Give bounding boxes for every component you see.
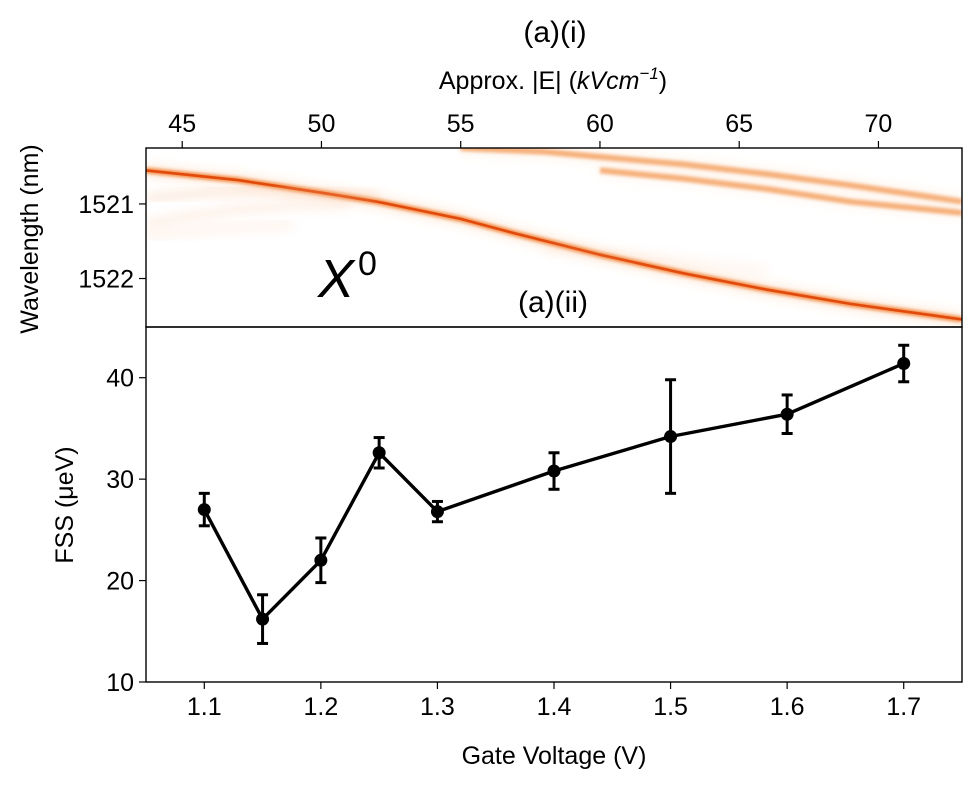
x-tick: 1.5 bbox=[653, 682, 688, 721]
heatmap-panel: (a)(i) Approx. |E| (kVcm−1) 45 50 55 60 65 70… bbox=[16, 16, 963, 334]
data-point-group bbox=[664, 378, 678, 495]
top-x-tick: 55 bbox=[447, 110, 475, 148]
data-point-group bbox=[314, 536, 328, 585]
top-x-tick: 65 bbox=[725, 110, 753, 148]
panel-label-a-ii: (a)(ii) bbox=[518, 286, 588, 319]
top-x-axis-unit: kVcm bbox=[577, 67, 640, 95]
x-tick-label: 1.6 bbox=[770, 693, 805, 721]
x-tick: 1.4 bbox=[537, 682, 572, 721]
y-tick: 30 bbox=[106, 466, 146, 494]
top-x-tick-label: 60 bbox=[586, 110, 614, 138]
x-axis-ticks: 1.1 1.2 1.3 1.4 1.5 1.6 1.7 bbox=[187, 682, 921, 721]
data-point-group bbox=[197, 491, 211, 528]
y-tick-label: 30 bbox=[106, 466, 134, 494]
data-point-group bbox=[897, 343, 911, 384]
top-x-axis-title: Approx. |E| (kVcm−1) bbox=[439, 64, 667, 95]
x-axis-title: Gate Voltage (V) bbox=[462, 742, 647, 770]
data-point bbox=[430, 505, 444, 519]
heatmap-trace-glow bbox=[599, 167, 962, 216]
data-point bbox=[897, 357, 911, 371]
y-tick-label: 10 bbox=[106, 669, 134, 697]
y-tick-label: 20 bbox=[106, 568, 134, 596]
top-y-tick: 1522 bbox=[78, 266, 146, 294]
top-x-axis-ticks: 45 50 55 60 65 70 bbox=[168, 110, 892, 148]
panel-label-a-i: (a)(i) bbox=[523, 16, 586, 49]
fss-plot-frame bbox=[145, 326, 963, 683]
x-tick: 1.6 bbox=[770, 682, 805, 721]
top-x-tick-label: 70 bbox=[865, 110, 893, 138]
heatmap-trace-faint bbox=[543, 244, 768, 276]
top-x-tick-label: 50 bbox=[308, 110, 336, 138]
y-tick-label: 40 bbox=[106, 365, 134, 393]
heatmap-trace bbox=[460, 148, 962, 209]
data-point-group bbox=[256, 593, 270, 645]
top-x-axis-title-text: Approx. |E| ( bbox=[439, 67, 578, 95]
y-tick: 10 bbox=[106, 669, 146, 697]
x-tick: 1.7 bbox=[886, 682, 921, 721]
x-tick-label: 1.1 bbox=[187, 693, 222, 721]
data-point bbox=[664, 430, 678, 444]
heatmap-trace bbox=[146, 220, 294, 240]
y-axis-title: FSS (μeV) bbox=[51, 446, 79, 563]
fss-series bbox=[197, 343, 911, 645]
x-tick: 1.3 bbox=[420, 682, 455, 721]
heatmap-trace-faint bbox=[146, 220, 294, 240]
x-tick-label: 1.4 bbox=[537, 693, 572, 721]
x0-annotation-letter: X bbox=[316, 249, 356, 309]
x-tick-label: 1.3 bbox=[420, 693, 455, 721]
x-tick-label: 1.5 bbox=[653, 693, 688, 721]
heatmap-trace-glow bbox=[460, 148, 962, 205]
heatmap-trace bbox=[146, 185, 378, 203]
top-y-axis-title: Wavelength (nm) bbox=[16, 144, 44, 333]
heatmap-trace bbox=[543, 244, 768, 276]
data-point-group bbox=[547, 451, 561, 491]
heatmap-traces bbox=[146, 148, 962, 327]
x-tick-label: 1.2 bbox=[303, 693, 338, 721]
x-tick-label: 1.7 bbox=[886, 693, 921, 721]
top-y-tick: 1521 bbox=[78, 191, 146, 219]
top-x-tick-label: 65 bbox=[725, 110, 753, 138]
heatmap-trace-faint bbox=[146, 185, 378, 203]
top-x-tick: 50 bbox=[308, 110, 336, 148]
data-point bbox=[372, 446, 386, 460]
data-point bbox=[197, 503, 211, 517]
y-tick: 40 bbox=[106, 365, 146, 393]
top-x-tick-label: 55 bbox=[447, 110, 475, 138]
top-x-tick: 45 bbox=[168, 110, 196, 148]
x-tick: 1.1 bbox=[187, 682, 222, 721]
fss-panel: 1.1 1.2 1.3 1.4 1.5 1.6 1.7 10 20 30 40 Gate Volt… bbox=[51, 326, 963, 770]
top-y-axis-ticks: 1521 1522 bbox=[78, 191, 146, 294]
data-point-group bbox=[372, 436, 386, 470]
heatmap-trace bbox=[599, 163, 962, 220]
top-y-tick-label: 1521 bbox=[78, 191, 134, 219]
data-point bbox=[314, 553, 328, 567]
data-point-group bbox=[780, 393, 794, 435]
x0-annotation-exponent: 0 bbox=[358, 245, 377, 283]
data-point bbox=[780, 407, 794, 421]
y-tick: 20 bbox=[106, 568, 146, 596]
heatmap-trace-faint bbox=[146, 199, 350, 229]
heatmap-trace bbox=[146, 199, 350, 229]
data-point-group bbox=[430, 499, 444, 524]
y-axis-ticks: 10 20 30 40 bbox=[106, 365, 146, 697]
data-point bbox=[547, 464, 561, 478]
top-x-tick: 70 bbox=[865, 110, 893, 148]
top-x-tick-label: 45 bbox=[168, 110, 196, 138]
fss-line bbox=[202, 361, 905, 621]
data-point bbox=[256, 612, 270, 626]
top-x-axis-unit-exponent: −1 bbox=[639, 64, 658, 83]
top-x-axis-title-close: ) bbox=[659, 67, 667, 95]
x-tick: 1.2 bbox=[303, 682, 338, 721]
top-x-tick: 60 bbox=[586, 110, 614, 148]
top-y-tick-label: 1522 bbox=[78, 266, 134, 294]
